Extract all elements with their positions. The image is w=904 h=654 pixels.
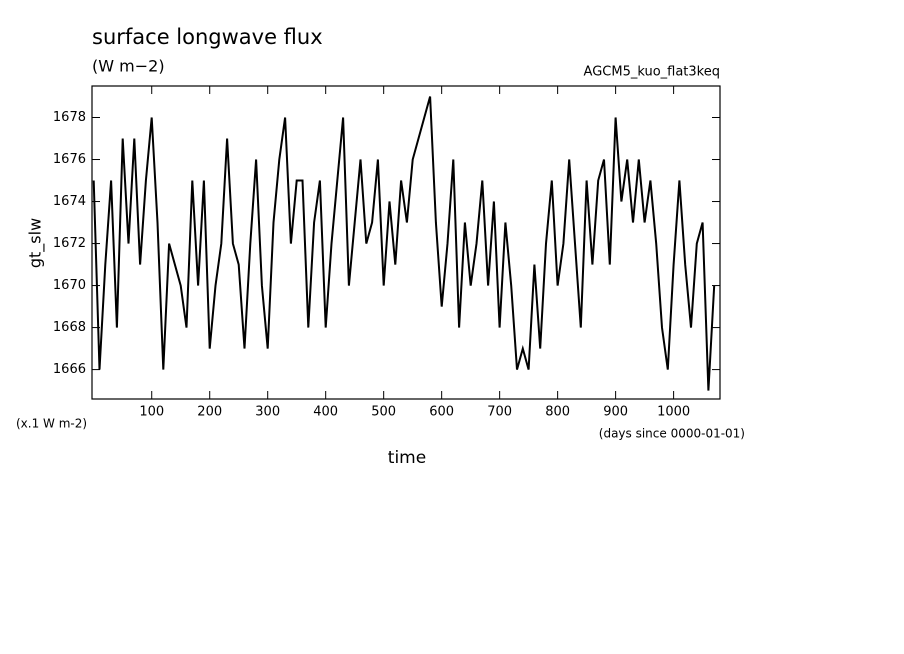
- y-tick-label: 1678: [53, 110, 86, 125]
- annotation: AGCM5_kuo_flat3keq: [584, 65, 720, 80]
- x-tick-label: 1000: [657, 405, 690, 420]
- x-axis-label: time: [388, 448, 426, 468]
- y-unit: (x.1 W m-2): [16, 417, 87, 431]
- y-tick-label: 1672: [53, 236, 86, 251]
- y-tick-label: 1670: [53, 278, 86, 293]
- x-tick-label: 400: [313, 405, 338, 420]
- x-tick-label: 600: [429, 405, 454, 420]
- x-unit: (days since 0000-01-01): [599, 427, 745, 441]
- series-line: [92, 96, 716, 391]
- y-axis-label: gt_slw: [26, 218, 46, 268]
- y-tick-label: 1676: [53, 152, 86, 167]
- y-tick-label: 1674: [53, 194, 86, 209]
- y-tick-label: 1666: [53, 362, 86, 377]
- x-tick-label: 300: [255, 405, 280, 420]
- x-tick-label: 100: [139, 405, 164, 420]
- chart-subtitle: (W m−2): [92, 57, 165, 76]
- x-tick-label: 200: [197, 405, 222, 420]
- y-tick-label: 1668: [53, 320, 86, 335]
- x-tick-label: 800: [545, 405, 570, 420]
- plot-frame: [91, 85, 721, 400]
- x-tick-label: 900: [603, 405, 628, 420]
- x-tick-label: 700: [487, 405, 512, 420]
- chart-title: surface longwave flux: [92, 25, 323, 49]
- x-tick-label: 500: [371, 405, 396, 420]
